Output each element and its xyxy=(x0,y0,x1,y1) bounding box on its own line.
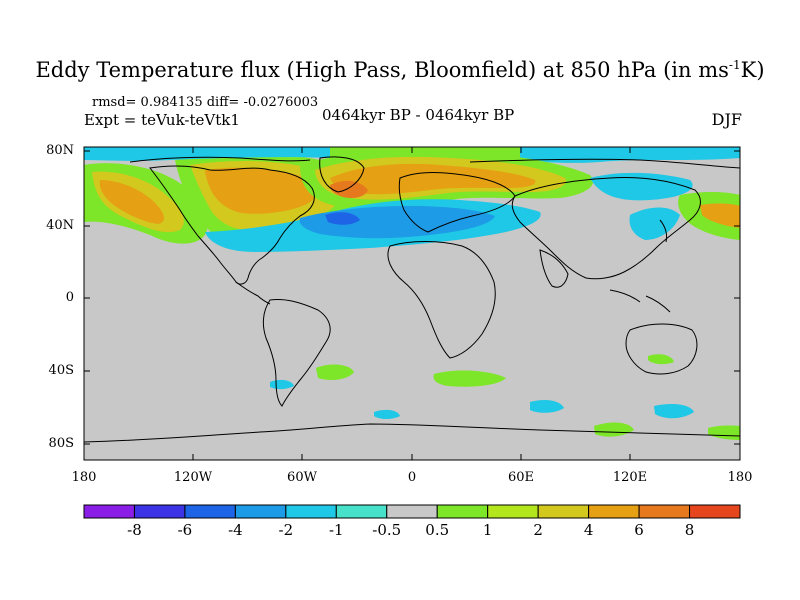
coast-australia xyxy=(625,323,698,375)
colorbar-label: 0.5 xyxy=(425,521,450,539)
coast-north-america xyxy=(149,165,315,285)
colorbar-label: -0.5 xyxy=(372,521,402,539)
colorbar-swatch xyxy=(83,504,135,519)
colorbar-swatch xyxy=(335,504,388,519)
colorbar-swatch xyxy=(537,504,590,519)
contour-orange-npac xyxy=(99,180,164,224)
coast-africa xyxy=(387,241,496,359)
coast-arctic-america xyxy=(129,156,311,163)
contour-orange-epac xyxy=(700,203,740,228)
lat-label: 80N xyxy=(46,143,74,158)
colorbar-swatch xyxy=(285,504,337,519)
lon-label: 60E xyxy=(507,470,535,485)
coast-antarctica xyxy=(84,423,740,443)
coast-greenland xyxy=(319,156,365,193)
colorbar-label: -1 xyxy=(328,521,344,539)
lat-label: 80S xyxy=(48,436,74,451)
season-label: DJF xyxy=(711,110,742,129)
colorbar xyxy=(83,504,741,519)
colorbar-label: 8 xyxy=(684,521,695,539)
contour-orange-natl xyxy=(330,163,536,195)
colorbar-label: -6 xyxy=(177,521,193,539)
axis-ticks xyxy=(83,147,741,460)
lon-label: 0 xyxy=(407,470,417,485)
colorbar-label: 1 xyxy=(482,521,493,539)
contour-green-satl xyxy=(433,370,506,387)
coast-arctic-asia xyxy=(469,158,740,169)
lon-label: 180 xyxy=(727,470,753,485)
colorbar-label: -2 xyxy=(278,521,294,539)
colorbar-swatch xyxy=(133,504,186,519)
contour-cyan-spac xyxy=(374,409,400,419)
contour-orange-namer xyxy=(205,167,317,214)
chart-title: Eddy Temperature flux (High Pass, Bloomf… xyxy=(35,58,765,82)
colorbar-label: 6 xyxy=(634,521,644,539)
period-label: 0464kyr BP - 0464kyr BP xyxy=(322,106,515,124)
lat-label: 0 xyxy=(65,290,74,305)
lat-label: 40S xyxy=(48,363,74,378)
contour-green-spac xyxy=(316,364,354,380)
contour-cyan-satl xyxy=(530,400,564,413)
lon-label: 180 xyxy=(71,470,97,485)
colorbar-swatch xyxy=(588,504,640,519)
lat-label: 40N xyxy=(46,218,74,233)
colorbar-swatch xyxy=(436,504,489,519)
contour-green-aus xyxy=(648,354,674,365)
colorbar-swatch xyxy=(689,504,741,519)
colorbar-swatch xyxy=(487,504,539,519)
colorbar-swatch xyxy=(234,504,287,519)
coast-europe xyxy=(398,172,516,233)
stats-label: rmsd= 0.984135 diff= -0.0276003 xyxy=(92,95,319,110)
contour-green-spac2 xyxy=(708,425,740,440)
colorbar-label: -8 xyxy=(127,521,142,539)
coast-central-america xyxy=(235,281,271,305)
contour-green-sind xyxy=(594,422,634,437)
colorbar-label: 4 xyxy=(583,521,594,539)
colorbar-label: 2 xyxy=(533,521,543,539)
contour-cyan-sind xyxy=(654,404,694,419)
lon-label: 60W xyxy=(287,470,317,485)
lon-label: 120W xyxy=(173,470,213,485)
coast-japan xyxy=(659,219,668,243)
colorbar-swatch xyxy=(386,504,438,519)
coast-asia xyxy=(511,177,701,280)
colorbar-label: -4 xyxy=(228,521,243,539)
colorbar-swatch xyxy=(184,504,236,519)
coast-india xyxy=(539,249,569,288)
coastlines xyxy=(84,156,740,443)
contour-darkblue-midlat xyxy=(325,212,360,225)
contour-cyan-wpac xyxy=(629,207,680,240)
contour-darkorange-natl xyxy=(330,180,368,198)
lon-label: 120E xyxy=(612,470,648,485)
colorbar-swatch xyxy=(638,504,691,519)
coast-south-america xyxy=(262,299,331,407)
coast-se-asia xyxy=(609,289,671,313)
experiment-label: Expt = teVuk-teVtk1 xyxy=(84,111,240,129)
contour-cyan-asia xyxy=(590,172,693,201)
